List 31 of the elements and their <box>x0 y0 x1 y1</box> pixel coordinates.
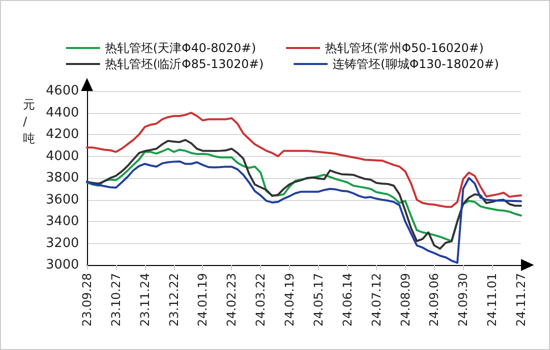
x-tick-label: 23.12.22 <box>166 273 181 326</box>
x-tick-label: 24.08.09 <box>398 273 412 326</box>
line-series <box>86 112 522 208</box>
y-tick-label: 4400 <box>46 105 79 120</box>
y-tick-label: 4000 <box>46 148 79 164</box>
y-tick-label: 3200 <box>46 236 79 251</box>
x-tick-label: 24.01.19 <box>196 273 210 326</box>
x-tick-label: 23.11.24 <box>138 273 152 326</box>
x-tick-label: 24.04.19 <box>282 273 297 326</box>
y-tick-label: 3400 <box>46 214 79 229</box>
x-tick-label: 24.06.14 <box>340 273 354 326</box>
x-tick-label: 24.07.12 <box>369 273 384 326</box>
x-tick-label: 23.10.27 <box>108 273 123 326</box>
y-tick-label: 4600 <box>46 84 79 98</box>
legend-label: 热轧管坯(常州Φ50-16020#) <box>325 41 484 55</box>
y-tick-label: 4200 <box>46 127 79 142</box>
legend-label: 连铸管坯(聊城Φ130-18020#) <box>332 57 499 71</box>
x-tick-label: 24.09.06 <box>427 273 442 326</box>
x-tick-label: 24.05.17 <box>311 273 326 326</box>
x-tick-label: 24.11.27 <box>514 273 528 326</box>
x-tick-label: 24.11.01 <box>485 273 500 326</box>
y-tick-label: 3000 <box>46 258 79 272</box>
y-tick-label: 3800 <box>46 170 79 186</box>
x-tick-label: 24.09.30 <box>456 273 470 326</box>
legend-label: 热轧管坯(天津Φ40-8020#) <box>105 41 256 55</box>
y-axis-title: 元/吨 <box>23 98 35 146</box>
x-tick-label: 24.03.22 <box>254 273 268 326</box>
x-tick-label: 24.02.23 <box>224 273 239 326</box>
x-tick-label: 23.09.28 <box>80 273 94 326</box>
legend-label: 热轧管坯(临沂Φ85-13020#) <box>105 57 264 71</box>
y-tick-label: 3600 <box>46 192 79 208</box>
